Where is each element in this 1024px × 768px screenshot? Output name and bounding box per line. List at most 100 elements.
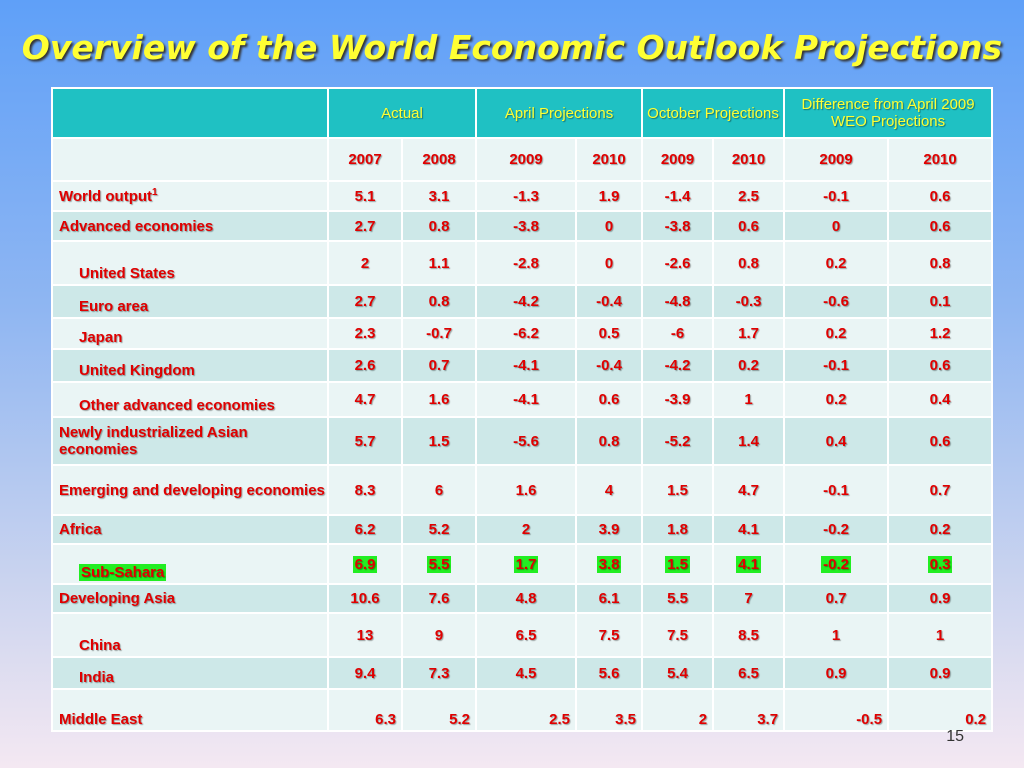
value-cell: 0.2 xyxy=(887,514,994,545)
value-cell: 3.9 xyxy=(575,514,644,545)
value-cell: 5.7 xyxy=(327,416,403,466)
value-cell: 0.8 xyxy=(887,240,994,286)
value-cell: 0 xyxy=(783,210,890,242)
header-actual: Actual xyxy=(326,87,478,139)
table-row: Newly industrialized Asian economies 5.7… xyxy=(51,416,994,466)
value-cell: 1.9 xyxy=(575,180,644,212)
value-cell: 0.4 xyxy=(783,416,890,466)
value-cell: -5.2 xyxy=(641,416,715,466)
value-cell: 5.1 xyxy=(327,180,403,212)
value-cell: 0.9 xyxy=(887,583,994,614)
value-cell: -1.4 xyxy=(641,180,715,212)
value-cell: 0.2 xyxy=(783,240,890,286)
value-cell: -6 xyxy=(641,317,715,350)
value-cell: 0.8 xyxy=(575,416,644,466)
header-october-projections: October Projections xyxy=(641,87,786,139)
highlight-label: Sub-Sahara xyxy=(79,564,167,581)
value-cell: 3.5 xyxy=(575,688,644,732)
value-cell: 2.5 xyxy=(475,688,578,732)
value-cell: 10.6 xyxy=(327,583,403,614)
value-cell: 0.7 xyxy=(783,583,890,614)
value-cell: 5.5 xyxy=(641,583,715,614)
value-cell: -0.1 xyxy=(783,464,890,516)
value-cell: 2.7 xyxy=(327,284,403,319)
value-cell: -0.3 xyxy=(712,284,786,319)
year-cell: 2010 xyxy=(887,137,994,182)
value-cell: 2.7 xyxy=(327,210,403,242)
year-cell: 2010 xyxy=(575,137,644,182)
value-cell: 1.7 xyxy=(475,543,578,585)
value-cell: 1.4 xyxy=(712,416,786,466)
value-cell: 5.2 xyxy=(400,688,478,732)
value-cell: 9 xyxy=(400,612,478,658)
value-cell: 4.7 xyxy=(712,464,786,516)
projections-table: Actual April Projections October Project… xyxy=(51,87,994,732)
value-cell: 0.8 xyxy=(400,284,478,319)
value-cell: 2.5 xyxy=(712,180,786,212)
value-cell: 4.8 xyxy=(475,583,578,614)
value-cell: 0.9 xyxy=(887,656,994,690)
value-cell: 4.1 xyxy=(712,543,786,585)
value-cell: 7 xyxy=(712,583,786,614)
table-row: India 9.4 7.3 4.5 5.6 5.4 6.5 0.9 0.9 xyxy=(51,656,994,690)
year-cell: 2009 xyxy=(475,137,578,182)
value-cell: 1.6 xyxy=(475,464,578,516)
row-label: Emerging and developing economies xyxy=(51,464,329,516)
value-cell: 4 xyxy=(575,464,644,516)
table-row: China 13 9 6.5 7.5 7.5 8.5 1 1 xyxy=(51,612,994,658)
value-cell: 0.7 xyxy=(400,348,478,383)
projections-table-container: Actual April Projections October Project… xyxy=(51,87,994,732)
row-label: Japan xyxy=(51,317,329,350)
year-blank-cell xyxy=(51,137,329,182)
value-cell: 7.5 xyxy=(575,612,644,658)
header-group-row: Actual April Projections October Project… xyxy=(51,87,994,139)
page-number: 15 xyxy=(946,728,964,745)
value-cell: 6.5 xyxy=(475,612,578,658)
header-blank-cell xyxy=(51,87,329,139)
value-cell: 1.5 xyxy=(641,464,715,516)
value-cell: 2.3 xyxy=(327,317,403,350)
value-cell: 0 xyxy=(575,210,644,242)
year-cell: 2009 xyxy=(783,137,890,182)
value-cell: -0.7 xyxy=(400,317,478,350)
row-label: United Kingdom xyxy=(51,348,329,383)
value-cell: -0.4 xyxy=(575,348,644,383)
value-cell: 0.5 xyxy=(575,317,644,350)
value-cell: 1 xyxy=(783,612,890,658)
value-cell: -0.2 xyxy=(783,514,890,545)
value-cell: 1 xyxy=(712,381,786,418)
table-row: Africa 6.2 5.2 2 3.9 1.8 4.1 -0.2 0.2 xyxy=(51,514,994,545)
value-cell: 9.4 xyxy=(327,656,403,690)
value-cell: 0.6 xyxy=(887,180,994,212)
value-cell: -5.6 xyxy=(475,416,578,466)
value-cell: 0.8 xyxy=(400,210,478,242)
value-cell: 1.7 xyxy=(712,317,786,350)
row-label: China xyxy=(51,612,329,658)
table-row: Middle East 6.3 5.2 2.5 3.5 2 3.7 -0.5 0… xyxy=(51,688,994,732)
year-cell: 2007 xyxy=(327,137,403,182)
value-cell: 8.3 xyxy=(327,464,403,516)
value-cell: 4.7 xyxy=(327,381,403,418)
value-cell: -3.8 xyxy=(475,210,578,242)
row-label: India xyxy=(51,656,329,690)
table-row: United Kingdom 2.6 0.7 -4.1 -0.4 -4.2 0.… xyxy=(51,348,994,383)
row-label: Sub-Sahara xyxy=(51,543,329,585)
table-row: United States 2 1.1 -2.8 0 -2.6 0.8 0.2 … xyxy=(51,240,994,286)
value-cell: 2 xyxy=(327,240,403,286)
value-cell: 0.2 xyxy=(712,348,786,383)
table-row: Developing Asia 10.6 7.6 4.8 6.1 5.5 7 0… xyxy=(51,583,994,614)
header-april-projections: April Projections xyxy=(475,87,644,139)
value-cell: 0.6 xyxy=(887,348,994,383)
value-cell: -2.6 xyxy=(641,240,715,286)
value-cell: 0.6 xyxy=(712,210,786,242)
header-year-row: 2007 2008 2009 2010 2009 2010 2009 2010 xyxy=(51,137,994,182)
value-cell: 6.3 xyxy=(327,688,403,732)
value-cell: 3.1 xyxy=(400,180,478,212)
value-cell: -3.8 xyxy=(641,210,715,242)
value-cell: 1.5 xyxy=(641,543,715,585)
table-row: World output1 5.1 3.1 -1.3 1.9 -1.4 2.5 … xyxy=(51,180,994,212)
value-cell: 0.2 xyxy=(783,317,890,350)
value-cell: -4.2 xyxy=(475,284,578,319)
value-cell: -4.1 xyxy=(475,381,578,418)
value-cell: 4.1 xyxy=(712,514,786,545)
